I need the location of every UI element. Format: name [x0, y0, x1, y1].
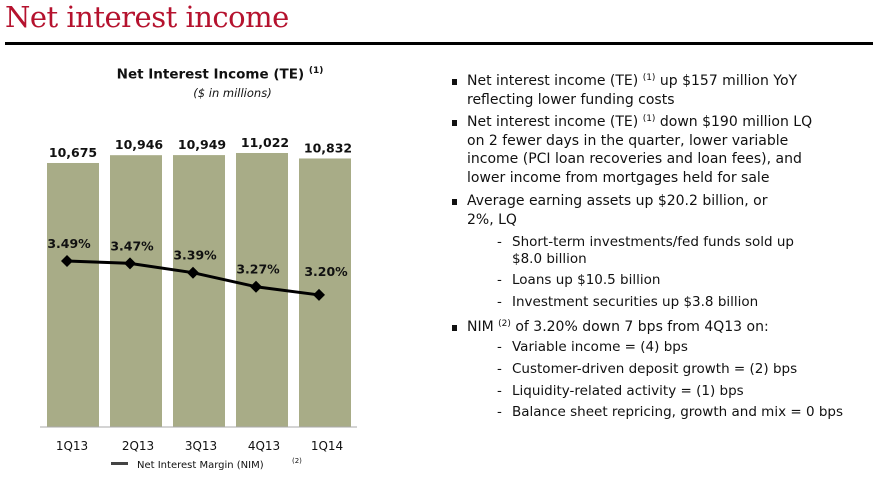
text-segment: NIM: [467, 319, 499, 335]
nim-value-label: 3.20%: [304, 264, 348, 279]
chart-subtitle: ($ in millions): [193, 86, 272, 100]
text-segment: lower income from mortgages held for sal…: [467, 169, 770, 186]
sub-bullet-text: Loans up $10.5 billion: [512, 272, 660, 289]
bullet-marker-icon: [452, 325, 457, 331]
footnote-ref: (1): [642, 114, 656, 124]
nim-value-label: 3.47%: [110, 238, 154, 253]
bar-value-label: 10,949: [178, 137, 226, 152]
x-tick-label: 2Q13: [122, 439, 154, 453]
bullet-line: income (PCI loan recoveries and loan fee…: [467, 150, 812, 169]
bar-3Q13: [173, 155, 225, 428]
text-segment: Net interest income (TE): [467, 73, 643, 89]
text-segment: reflecting lower funding costs: [467, 91, 675, 108]
dash-marker: -: [497, 272, 502, 288]
chart-title: Net Interest Income (TE) (1): [0, 66, 440, 83]
text-segment: down $190 million LQ: [655, 114, 813, 130]
text-segment: on 2 fewer days in the quarter, lower va…: [467, 132, 789, 149]
bullet-marker-icon: [452, 79, 457, 85]
x-tick-label: 4Q13: [248, 439, 280, 453]
bullet-line: on 2 fewer days in the quarter, lower va…: [467, 132, 812, 151]
bullet-marker-icon: [452, 199, 457, 205]
sub-bullet-text: Balance sheet repricing, growth and mix …: [512, 404, 843, 421]
legend-swatch: [111, 462, 128, 465]
text-segment: Average earning assets up $20.2 billion,…: [467, 193, 768, 209]
bar-value-label: 10,946: [115, 137, 164, 152]
footnote-ref: (1): [642, 73, 656, 83]
x-tick-label: 3Q13: [185, 439, 217, 453]
text-segment: income (PCI loan recoveries and loan fee…: [467, 151, 802, 167]
sub-bullet-item: - Loans up $10.5 billion: [497, 272, 660, 289]
bullet-item: Average earning assets up $20.2 billion,…: [452, 192, 767, 229]
bar-value-label: 11,022: [241, 135, 289, 150]
nim-marker: [250, 280, 262, 293]
nim-marker: [124, 257, 136, 270]
sub-bullet-text: Investment securities up $3.8 billion: [512, 294, 758, 311]
text-segment: 2%, LQ: [467, 211, 517, 228]
bullet-marker-icon: [452, 120, 457, 126]
bullet-text: Net interest income (TE) (1) down $190 m…: [467, 113, 812, 187]
sub-bullet-line: Loans up $10.5 billion: [512, 272, 661, 288]
footnote-ref: (2): [498, 319, 511, 329]
nim-marker: [313, 288, 325, 301]
dash-marker: -: [497, 234, 502, 250]
title-divider: [5, 42, 873, 45]
dash-marker: -: [497, 383, 502, 399]
sub-bullet-item: - Short-term investments/fed funds sold u…: [497, 234, 794, 267]
bar-value-label: 10,675: [49, 145, 97, 160]
sub-bullet-item: - Investment securities up $3.8 billion: [497, 294, 758, 311]
chart-title-text: Net Interest Income (TE): [116, 66, 305, 83]
bullet-line: NIM (2) of 3.20% down 7 bps from 4Q13 on…: [467, 318, 769, 337]
sub-bullet-line: Liquidity-related activity = (1) bps: [512, 383, 744, 399]
chart-title-footnote: (1): [308, 66, 324, 76]
page-title: Net interest income: [5, 0, 289, 34]
nim-value-label: 3.39%: [173, 248, 217, 263]
dash-marker: -: [497, 361, 502, 377]
bullet-line: Net interest income (TE) (1) up $157 mil…: [467, 72, 797, 91]
sub-bullet-line: $8.0 billion: [512, 250, 587, 267]
sub-bullet-text: Customer-driven deposit growth = (2) bps: [512, 361, 797, 378]
x-tick-label: 1Q14: [311, 439, 343, 453]
bullet-line: 2%, LQ: [467, 211, 767, 230]
bullet-line: lower income from mortgages held for sal…: [467, 169, 812, 188]
text-segment: Net interest income (TE): [467, 114, 643, 130]
bullet-text: Average earning assets up $20.2 billion,…: [467, 192, 767, 229]
sub-bullet-line: Investment securities up $3.8 billion: [512, 294, 759, 310]
text-segment: up $157 million YoY: [655, 73, 798, 89]
text-segment: of 3.20% down 7 bps from 4Q13 on:: [510, 319, 769, 335]
sub-bullet-line: Balance sheet repricing, growth and mix …: [512, 404, 844, 420]
sub-bullet-item: - Balance sheet repricing, growth and mix…: [497, 404, 843, 421]
sub-bullet-item: - Customer-driven deposit growth = (2) bp…: [497, 361, 797, 378]
nim-value-label: 3.49%: [47, 236, 91, 251]
sub-bullet-text: Liquidity-related activity = (1) bps: [512, 383, 744, 400]
sub-bullet-item: - Variable income = (4) bps: [497, 339, 688, 356]
bullet-line: Net interest income (TE) (1) down $190 m…: [467, 113, 812, 132]
chart: 10,675 1Q13 10,946 2Q13 10,949 3Q13 11,022 4Q13…: [40, 135, 357, 471]
bullet-text: Net interest income (TE) (1) up $157 mil…: [467, 72, 797, 109]
nim-marker: [61, 255, 73, 267]
dash-marker: -: [497, 294, 502, 310]
x-tick-label: 1Q13: [56, 439, 88, 453]
bullet-text: NIM (2) of 3.20% down 7 bps from 4Q13 on…: [467, 318, 769, 337]
bullet-item: NIM (2) of 3.20% down 7 bps from 4Q13 on…: [452, 318, 769, 337]
sub-bullet-line: Short-term investments/fed funds sold up: [512, 234, 794, 250]
bullet-item: Net interest income (TE) (1) down $190 m…: [452, 113, 812, 187]
bullet-line: Average earning assets up $20.2 billion,…: [467, 192, 767, 211]
sub-bullet-text: Variable income = (4) bps: [512, 339, 688, 356]
sub-bullet-text: Short-term investments/fed funds sold up…: [512, 234, 794, 267]
sub-bullet-line: Customer-driven deposit growth = (2) bps: [512, 361, 798, 377]
bar-2Q13: [110, 155, 162, 427]
legend-footnote: (2): [292, 457, 302, 465]
nim-marker: [187, 266, 199, 279]
dash-marker: -: [497, 339, 502, 355]
sub-bullet-item: - Liquidity-related activity = (1) bps: [497, 383, 744, 400]
legend-label: Net Interest Margin (NIM): [137, 460, 264, 471]
bullet-item: Net interest income (TE) (1) up $157 mil…: [452, 72, 797, 109]
nim-value-label: 3.27%: [236, 262, 280, 277]
dash-marker: -: [497, 404, 502, 420]
bar-1Q13: [47, 162, 99, 427]
bar-value-label: 10,832: [304, 140, 352, 155]
bullet-line: reflecting lower funding costs: [467, 91, 797, 110]
sub-bullet-line: Variable income = (4) bps: [512, 339, 688, 355]
